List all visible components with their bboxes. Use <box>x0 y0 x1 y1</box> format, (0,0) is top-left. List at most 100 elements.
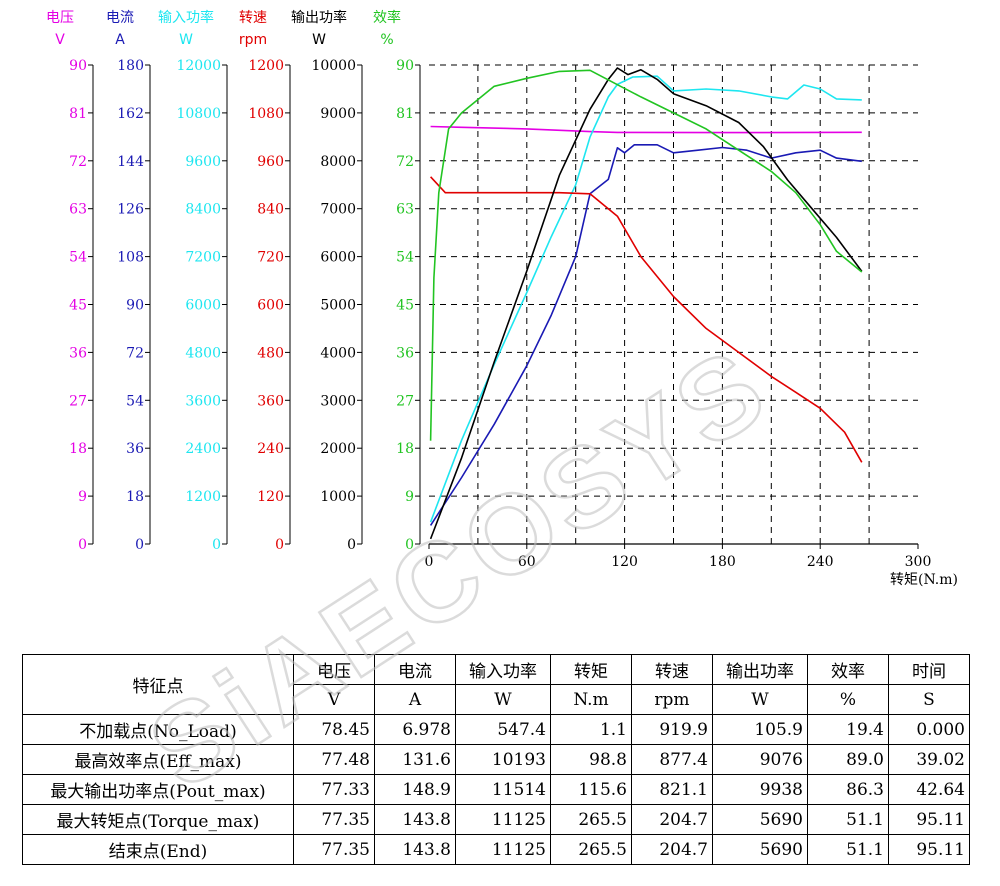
y-axis-3-unit: rpm <box>239 32 267 48</box>
series-line-5 <box>429 69 863 441</box>
row-value: 51.1 <box>807 834 889 865</box>
y-axis-0-tick-label: 36 <box>69 345 87 361</box>
x-tick-label: 120 <box>611 554 638 570</box>
motor-performance-chart: 电压V09182736455463728190电流A01836547290108… <box>46 9 958 588</box>
row-point-name: 不加载点(No_Load) <box>22 714 294 745</box>
row-value: 143.8 <box>374 804 456 835</box>
row-value: 821.1 <box>631 774 713 805</box>
y-axis-1-tick-label: 180 <box>117 58 144 74</box>
y-axis-3-tick-label: 120 <box>257 489 284 505</box>
row-value: 77.35 <box>293 804 375 835</box>
y-axis-5-tick-label: 18 <box>396 441 414 457</box>
row-value: 148.9 <box>374 774 456 805</box>
row-value: 86.3 <box>807 774 889 805</box>
y-axis-1-tick-label: 72 <box>126 345 144 361</box>
row-point-name: 最大输出功率点(Pout_max) <box>22 774 294 805</box>
y-axis-3-title: 转速 <box>239 10 267 26</box>
y-axis-5-title: 效率 <box>373 9 401 26</box>
row-value: 204.7 <box>631 834 713 865</box>
y-axis-5-tick-label: 27 <box>396 393 414 409</box>
y-axis-4-tick-label: 6000 <box>320 250 356 266</box>
y-axis-2-tick-label: 7200 <box>185 250 221 266</box>
y-axis-4-tick-label: 3000 <box>320 393 356 409</box>
row-value: 131.6 <box>374 744 456 775</box>
x-axis-label: 转矩(N.m) <box>890 572 958 588</box>
y-axis-1-tick-label: 162 <box>117 106 144 122</box>
y-axis-0-tick-label: 90 <box>69 58 87 74</box>
y-axis-2-tick-label: 10800 <box>176 106 221 122</box>
series-line-2 <box>429 75 862 523</box>
col-header-voltage: 电压 <box>293 654 375 685</box>
y-axis-5-tick-label: 45 <box>396 298 414 314</box>
x-tick-label: 60 <box>518 554 536 570</box>
y-axis-0-tick-label: 45 <box>69 298 87 314</box>
y-axis-5-tick-label: 0 <box>405 537 414 553</box>
series-line-0 <box>430 125 862 134</box>
row-value: 11125 <box>455 804 551 835</box>
y-axis-2-tick-label: 6000 <box>185 298 221 314</box>
table-row: 不加载点(No_Load) 78.45 6.978 547.4 1.1 919.9 105.… <box>22 714 970 745</box>
y-axis-3-tick-label: 960 <box>257 154 284 170</box>
y-axis-4-title: 输出功率 <box>291 9 347 26</box>
row-value: 42.64 <box>888 774 970 805</box>
table-row: 最大输出功率点(Pout_max) 77.33 148.9 11514 115.6 821… <box>22 774 970 805</box>
row-value: 115.6 <box>550 774 632 805</box>
y-axis-0-tick-label: 81 <box>69 106 87 122</box>
row-value: 39.02 <box>888 744 970 775</box>
y-axis-1-tick-label: 0 <box>135 537 144 553</box>
y-axis-2-tick-label: 1200 <box>185 489 221 505</box>
y-axis-1-unit: A <box>115 32 125 48</box>
row-value: 78.45 <box>293 714 375 745</box>
y-axis-5-tick-label: 36 <box>396 345 414 361</box>
y-axis-1-tick-label: 54 <box>126 393 144 409</box>
x-tick-label: 300 <box>905 554 932 570</box>
x-axis: 0 60 120 180 240 300 转矩(N.m) <box>425 543 958 588</box>
col-header-torque: 转矩 <box>550 654 632 685</box>
row-value: 19.4 <box>807 714 889 745</box>
y-axis-4-tick-label: 7000 <box>320 202 356 218</box>
row-value: 98.8 <box>550 744 632 775</box>
y-axis-4-unit: W <box>312 32 326 48</box>
y-axis-4-tick-label: 0 <box>347 537 356 553</box>
row-value: 204.7 <box>631 804 713 835</box>
unit-current: A <box>374 684 456 715</box>
table-row: 最高效率点(Eff_max) 77.48 131.6 10193 98.8 877.4 90… <box>22 744 970 775</box>
y-axis-3-tick-label: 840 <box>257 202 284 218</box>
y-axis-1-tick-label: 18 <box>126 489 144 505</box>
y-axis-4-tick-label: 10000 <box>311 58 356 74</box>
unit-efficiency: % <box>807 684 889 715</box>
y-axis-4-tick-label: 5000 <box>320 298 356 314</box>
y-axis-2-tick-label: 4800 <box>185 345 221 361</box>
y-axis-0-title: 电压 <box>46 10 74 26</box>
y-axis-5-tick-label: 9 <box>405 489 414 505</box>
y-axis-4-tick-label: 2000 <box>320 441 356 457</box>
row-value: 265.5 <box>550 834 632 865</box>
y-axis-0-tick-label: 54 <box>69 250 87 266</box>
row-value: 77.33 <box>293 774 375 805</box>
row-point-name: 最高效率点(Eff_max) <box>22 744 294 775</box>
unit-speed: rpm <box>631 684 713 715</box>
row-value: 877.4 <box>631 744 713 775</box>
row-value: 95.11 <box>888 804 970 835</box>
y-axis-1-tick-label: 108 <box>117 250 144 266</box>
y-axis-3-tick-label: 240 <box>257 441 284 457</box>
unit-voltage: V <box>293 684 375 715</box>
col-header-time: 时间 <box>888 654 970 685</box>
col-header-speed: 转速 <box>631 654 713 685</box>
unit-output-power: W <box>712 684 808 715</box>
y-axis-2-tick-label: 0 <box>212 537 221 553</box>
y-axis-1-tick-label: 36 <box>126 441 144 457</box>
row-value: 6.978 <box>374 714 456 745</box>
y-axis-5-unit: % <box>380 32 393 48</box>
y-axis-1-tick-label: 144 <box>117 154 144 170</box>
row-value: 51.1 <box>807 804 889 835</box>
row-value: 547.4 <box>455 714 551 745</box>
y-axis-3-tick-label: 600 <box>257 298 284 314</box>
series-lines <box>429 67 863 540</box>
y-axis-5-tick-label: 72 <box>396 154 414 170</box>
y-axis-0-tick-label: 0 <box>78 537 87 553</box>
table-header-row: 特征点 电压 电流 输入功率 转矩 转速 输出功率 效率 时间 <box>22 654 970 715</box>
y-axis-3-tick-label: 720 <box>257 250 284 266</box>
y-axis-5-tick-label: 81 <box>396 106 414 122</box>
table-body: 不加载点(No_Load) 78.45 6.978 547.4 1.1 919.9 105.… <box>22 714 970 865</box>
